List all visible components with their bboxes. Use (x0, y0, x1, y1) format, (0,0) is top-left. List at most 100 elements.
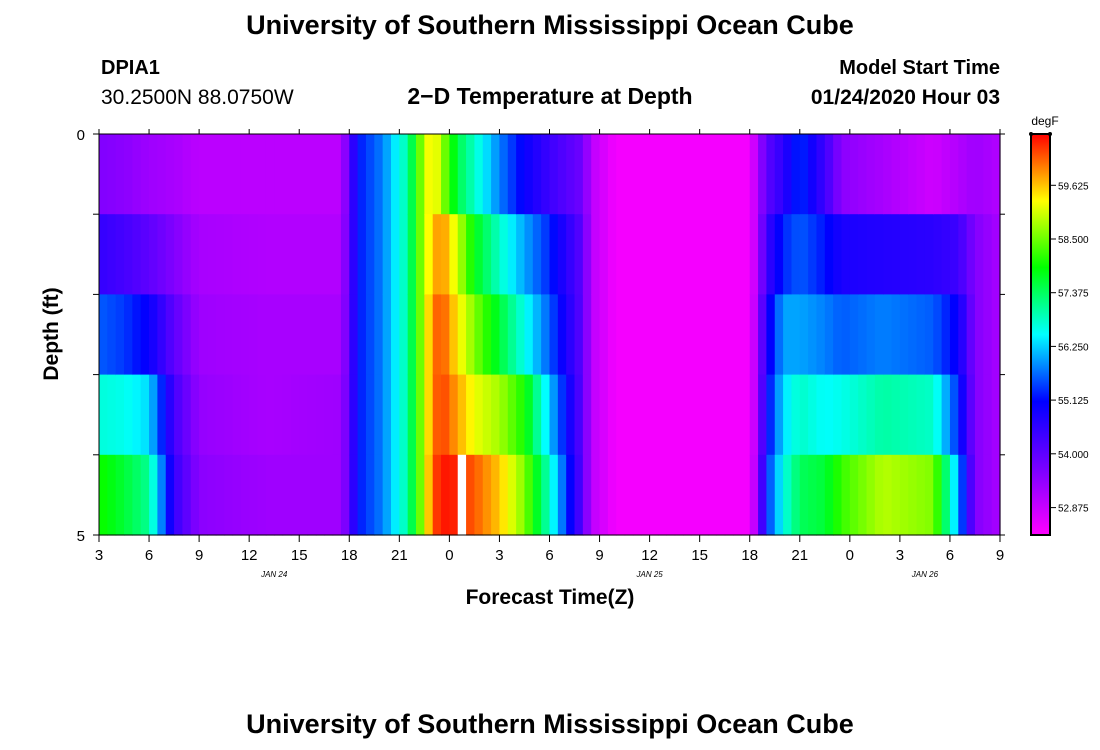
heatmap-cell (499, 454, 509, 536)
colorbar-tick-label: 57.375 (1058, 289, 1089, 300)
heatmap-cell (883, 454, 893, 536)
heatmap-cell (491, 374, 501, 456)
heatmap-cell (599, 214, 609, 295)
heatmap-cell (140, 294, 150, 376)
heatmap-cell (516, 374, 526, 456)
heatmap-cell (766, 454, 776, 536)
heatmap-cell (491, 454, 501, 536)
heatmap-cell (499, 374, 509, 456)
heatmap-cell (282, 454, 292, 536)
heatmap-cell (157, 134, 167, 215)
heatmap-cell (574, 134, 584, 215)
heatmap-cell (282, 214, 292, 295)
colorbar-tick-label: 59.625 (1058, 181, 1089, 192)
heatmap-cell (140, 374, 150, 456)
x-tick-label: 6 (145, 547, 153, 564)
heatmap-cell (624, 294, 634, 376)
heatmap-cell (833, 134, 843, 215)
heatmap-cell (841, 294, 851, 376)
heatmap-cell (591, 214, 601, 295)
y-tick-label: 0 (77, 127, 85, 144)
heatmap-cell (541, 214, 551, 295)
heatmap-cell (899, 374, 909, 456)
heatmap-cell (332, 214, 342, 295)
heatmap-cell (491, 134, 501, 215)
heatmap-cell (257, 134, 267, 215)
heatmap-cell (974, 214, 984, 295)
x-tick-label: 6 (946, 547, 954, 564)
x-tick-label: 0 (445, 547, 453, 564)
heatmap-cell (524, 214, 534, 295)
heatmap-cell (891, 454, 901, 536)
heatmap-cell (599, 374, 609, 456)
heatmap-cell (599, 454, 609, 536)
heatmap-cell (616, 214, 626, 295)
heatmap-cell (424, 374, 434, 456)
heatmap-cell (866, 374, 876, 456)
x-tick-label: 12 (241, 547, 258, 564)
heatmap-cell (190, 214, 200, 295)
heatmap-cell (232, 214, 242, 295)
heatmap-cell (390, 294, 400, 376)
heatmap-cell (149, 134, 158, 215)
heatmap-cell (107, 454, 117, 536)
heatmap-cell (783, 214, 793, 295)
heatmap-cell (916, 374, 926, 456)
heatmap-cell (324, 454, 334, 536)
heatmap-cell (532, 214, 542, 295)
heatmap-cell (699, 214, 709, 295)
heatmap-cell (666, 374, 676, 456)
heatmap-cell (941, 134, 951, 215)
heatmap-cell (374, 374, 384, 456)
heatmap-cell (641, 454, 651, 536)
heatmap-cell (799, 454, 809, 536)
heatmap-cell (332, 454, 342, 536)
heatmap-cell (199, 294, 209, 376)
heatmap-cell (991, 454, 1001, 536)
heatmap-cell (674, 214, 684, 295)
heatmap-cell (766, 214, 776, 295)
heatmap-cell (866, 134, 876, 215)
heatmap-cell (657, 454, 667, 536)
heatmap-cell (215, 454, 225, 536)
heatmap-cell (232, 374, 242, 456)
heatmap-cell (457, 134, 467, 215)
heatmap-cell (824, 454, 834, 536)
heatmap-cell (691, 214, 701, 295)
heatmap-cell (307, 294, 317, 376)
x-tick-label: 3 (495, 547, 503, 564)
heatmap-cell (374, 294, 384, 376)
heatmap-cell (582, 214, 592, 295)
heatmap-cell (824, 374, 834, 456)
heatmap-cell (649, 294, 659, 376)
heatmap-cell (924, 454, 934, 536)
heatmap-cell (324, 374, 334, 456)
heatmap-cell (466, 374, 476, 456)
heatmap-cell (257, 454, 267, 536)
heatmap-cell (224, 134, 234, 215)
heatmap-cell (432, 294, 442, 376)
heatmap-cell (290, 214, 300, 295)
heatmap-cell (199, 374, 209, 456)
heatmap-cell (816, 454, 826, 536)
heatmap-cell (808, 374, 818, 456)
heatmap-cell (599, 134, 609, 215)
heatmap-cell (340, 454, 350, 536)
heatmap-cell (449, 454, 459, 536)
heatmap-cell (733, 374, 742, 456)
heatmap-cell (424, 294, 434, 376)
heatmap-cell (182, 454, 192, 536)
heatmap-cell (933, 214, 943, 295)
heatmap-cell (724, 454, 734, 536)
heatmap-cell (682, 454, 692, 536)
heatmap-cell (416, 374, 425, 456)
heatmap-cell (390, 374, 400, 456)
heatmap-cell (916, 134, 926, 215)
heatmap-cell (774, 214, 784, 295)
heatmap-cell (399, 294, 409, 376)
heatmap-cell (215, 214, 225, 295)
heatmap-cell (758, 294, 767, 376)
heatmap-cell (883, 214, 893, 295)
heatmap-cell (149, 214, 158, 295)
heatmap-cell (974, 374, 984, 456)
